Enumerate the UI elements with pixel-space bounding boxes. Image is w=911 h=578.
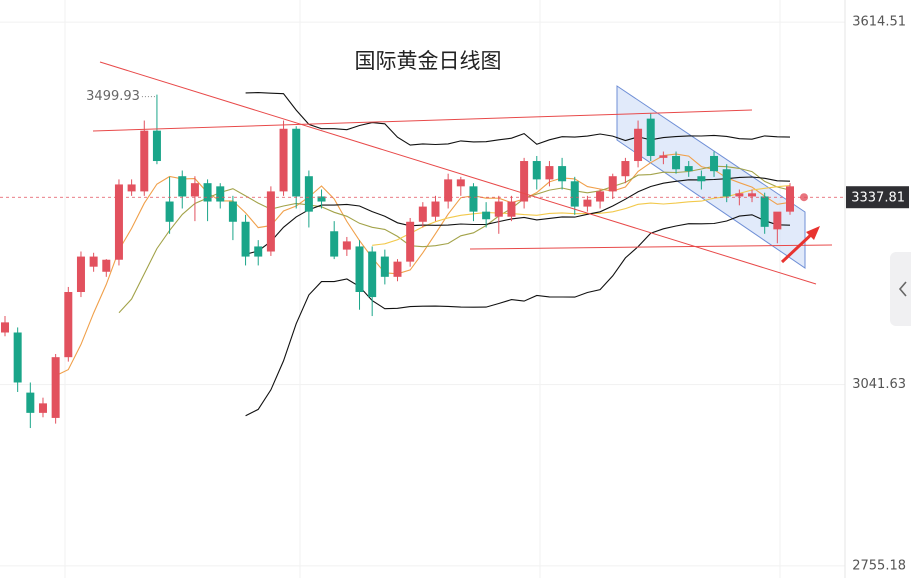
candle-body [26,392,35,413]
candle-body [773,211,782,230]
chevron[interactable] [898,281,907,297]
candle-body [152,130,161,162]
chart-title: 国际黄金日线图 [355,49,502,73]
candle-body [583,199,592,207]
candle-body [102,259,111,272]
candle-body [697,176,706,182]
candle-body [786,186,794,212]
candle-body [469,186,478,212]
candle-body [418,206,427,222]
candle-body [722,169,731,197]
candle-body [330,231,339,257]
candle-body [760,196,769,227]
channel [616,85,806,269]
candle-body [76,256,85,293]
candle-body [431,201,440,217]
boll-lower [245,214,791,417]
candle-body [545,166,554,180]
candle-body [520,161,529,202]
ma-line [118,165,791,314]
candle-body [735,193,744,197]
candle-body [608,176,617,192]
candle-body [710,155,719,172]
candle-body [532,161,541,180]
trend-line [92,109,753,132]
candle-body [368,251,377,298]
arrow-head [806,226,820,240]
candle-body [596,191,605,202]
candle-body [203,183,212,202]
y-tick-label: 3614.51 [852,15,906,30]
ma-line [55,153,791,377]
candle-body [456,179,465,187]
candle-body [570,181,579,207]
candle-body [190,183,199,197]
candle-body [317,196,326,202]
candle-body [241,221,250,257]
candle-body [266,191,275,252]
candles [1,94,794,429]
candle-body [89,256,98,267]
candle-body [38,403,47,413]
arrow [780,230,816,264]
y-tick-label: 2755.18 [852,558,906,573]
candle-body [216,186,225,202]
price-tag [846,186,909,209]
boll-upper [245,92,791,146]
candle-body [659,155,668,158]
collapse-button[interactable] [890,252,911,326]
candle-body [228,201,237,222]
candle-body [140,130,149,192]
candle-body [64,292,73,358]
trend-line [99,61,817,285]
candle-body [684,166,693,172]
candle-body [279,128,288,192]
candle-body [393,261,402,277]
high-label: 3499.93 [86,89,140,104]
candle-body [254,246,263,257]
candle-body [380,256,389,277]
candle-body [748,193,757,197]
price-tag-label: 3337.81 [851,191,905,206]
candle-body [646,118,655,156]
candle-body [482,211,491,220]
candle-body [672,155,681,170]
y-tick-label: 3041.63 [852,377,906,392]
candle-body [558,166,567,182]
candle-body [342,241,351,250]
candle-body [634,128,643,162]
candle-body [51,357,60,418]
candle-body [178,176,187,197]
candle-body [13,332,22,383]
last-price-dot [800,193,808,202]
candle-body [355,246,364,293]
candle-body [406,221,415,262]
grid [0,0,845,578]
candle-body [621,161,630,177]
trend-line [469,244,833,250]
candle-body [494,201,503,217]
candle-body [127,184,136,192]
candle-body [1,322,9,333]
candle-body [165,201,174,222]
candle-body [444,179,453,202]
candle-body [292,128,301,197]
candle-body [507,201,516,217]
candle-body [114,184,123,260]
candle-body [304,176,313,212]
